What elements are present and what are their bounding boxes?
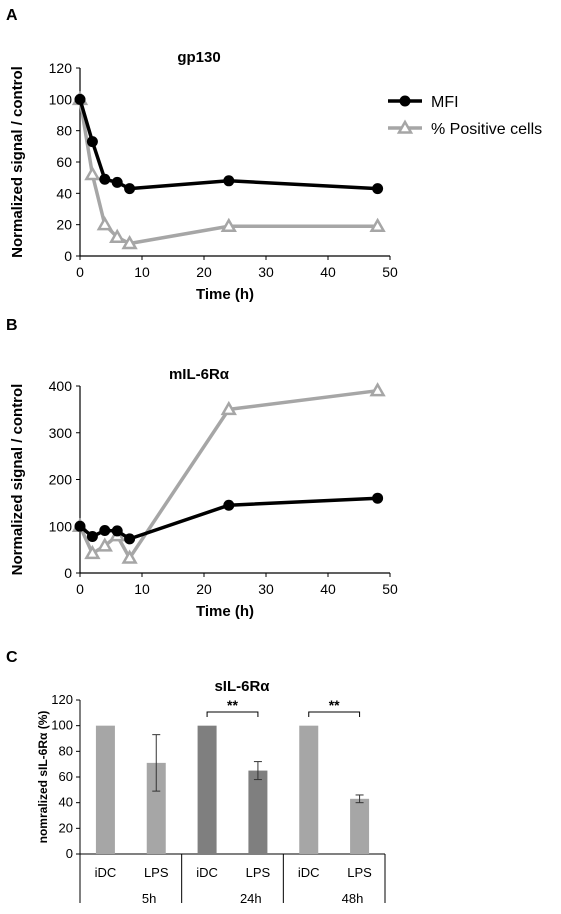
chart-title: gp130 [177, 49, 220, 66]
x-tick-label: 40 [320, 581, 336, 597]
y-tick-label: 40 [56, 185, 72, 201]
x-tick-label: 50 [382, 581, 398, 597]
y-tick-label: 0 [64, 248, 72, 264]
group-label: 5h [142, 891, 156, 906]
data-point-positive-cells [109, 228, 126, 243]
data-point-mfi [223, 175, 235, 187]
x-tick-label: 30 [258, 581, 274, 597]
data-point-positive-cells [96, 216, 113, 231]
data-point-mfi [124, 533, 136, 545]
x-tick-label: 20 [196, 264, 212, 280]
data-point-positive-cells [96, 537, 113, 552]
data-point-positive-cells [369, 382, 386, 397]
y-tick-label: 80 [59, 743, 73, 758]
y-tick-label: 120 [49, 60, 73, 76]
y-tick-label: 80 [56, 123, 72, 139]
chart-title: sIL-6Rα [214, 678, 270, 695]
y-tick-label: 100 [51, 718, 73, 733]
bar-lps-5h [146, 762, 166, 854]
y-tick-label: 0 [66, 846, 73, 861]
group-label: 24h [240, 891, 262, 906]
category-label: iDC [95, 865, 117, 880]
data-point-positive-cells [84, 544, 101, 560]
x-tick-label: 10 [134, 581, 150, 597]
y-tick-label: 200 [49, 472, 73, 488]
y-tick-label: 400 [49, 378, 73, 394]
panel-b-letter: B [6, 317, 18, 334]
data-point-mfi [86, 136, 98, 148]
x-axis-label: Time (h) [196, 286, 254, 303]
x-axis-label: Time (h) [196, 603, 254, 620]
data-point-mfi [74, 93, 86, 105]
category-label: LPS [246, 865, 271, 880]
x-tick-label: 20 [196, 581, 212, 597]
series-line-mfi [78, 98, 378, 191]
data-point-positive-cells [220, 400, 237, 416]
y-tick-label: 300 [49, 425, 73, 441]
series-line-positive-cells [78, 388, 378, 560]
data-point-positive-cells [369, 217, 386, 232]
y-tick-label: 100 [49, 91, 73, 107]
significance-bracket [308, 711, 361, 717]
group-label: 48h [342, 891, 364, 906]
y-axis-label: Normalized signal / control [9, 66, 26, 258]
bar-idc-24h [197, 725, 217, 854]
data-point-mfi [74, 520, 86, 532]
data-point-positive-cells [121, 234, 138, 250]
y-tick-label: 20 [59, 820, 73, 835]
significance-bracket [206, 711, 259, 717]
legend-label: MFI [431, 94, 459, 111]
y-tick-label: 120 [51, 692, 73, 707]
x-tick-label: 0 [76, 264, 84, 280]
y-tick-label: 100 [49, 518, 73, 534]
category-label: iDC [196, 865, 218, 880]
y-tick-label: 60 [59, 769, 73, 784]
significance-label: ** [227, 697, 238, 713]
category-label: LPS [347, 865, 372, 880]
data-point-mfi [372, 183, 384, 195]
data-point-mfi [111, 176, 123, 188]
data-point-positive-cells [220, 217, 237, 232]
x-tick-label: 40 [320, 264, 336, 280]
panel-c-letter: C [6, 649, 18, 666]
category-label: LPS [144, 865, 169, 880]
data-point-mfi [99, 524, 111, 536]
chart-title: mIL-6Rα [169, 366, 230, 383]
y-axis-label: Normalized signal / control [9, 384, 26, 576]
data-point-mfi [372, 492, 384, 504]
y-tick-label: 60 [56, 154, 72, 170]
x-tick-label: 50 [382, 264, 398, 280]
data-point-positive-cells [84, 166, 101, 181]
chart-mil6ra: mIL-6Rα 0 100 200 300 400 0 10 20 30 40 50 Time (h) N… [9, 366, 398, 620]
y-axis-label: nomralized sIL-6Rα (%) [36, 711, 50, 844]
bar-idc-48h [299, 725, 319, 854]
y-tick-label: 40 [59, 795, 73, 810]
data-point-mfi [124, 183, 136, 195]
data-point-mfi [86, 531, 98, 543]
chart-gp130: gp130 0 20 40 60 80 100 120 0 10 20 30 40 50 Time (h) N… [9, 49, 542, 303]
bar-lps-24h [248, 770, 268, 854]
x-tick-label: 30 [258, 264, 274, 280]
panel-a-letter: A [6, 7, 18, 24]
x-tick-label: 0 [76, 581, 84, 597]
bar-idc-5h [95, 725, 115, 854]
significance-label: ** [329, 697, 340, 713]
y-tick-label: 0 [64, 565, 72, 581]
bar-lps-48h [350, 798, 370, 854]
category-label: iDC [298, 865, 320, 880]
data-point-positive-cells [121, 549, 138, 564]
y-tick-label: 20 [56, 217, 72, 233]
data-point-mfi [99, 173, 111, 185]
legend-label: % Positive cells [431, 121, 542, 138]
legend-marker-positive-cells [396, 119, 414, 134]
legend-marker-mfi [399, 95, 411, 107]
data-point-mfi [111, 525, 123, 537]
x-tick-label: 10 [134, 264, 150, 280]
data-point-mfi [223, 499, 235, 511]
